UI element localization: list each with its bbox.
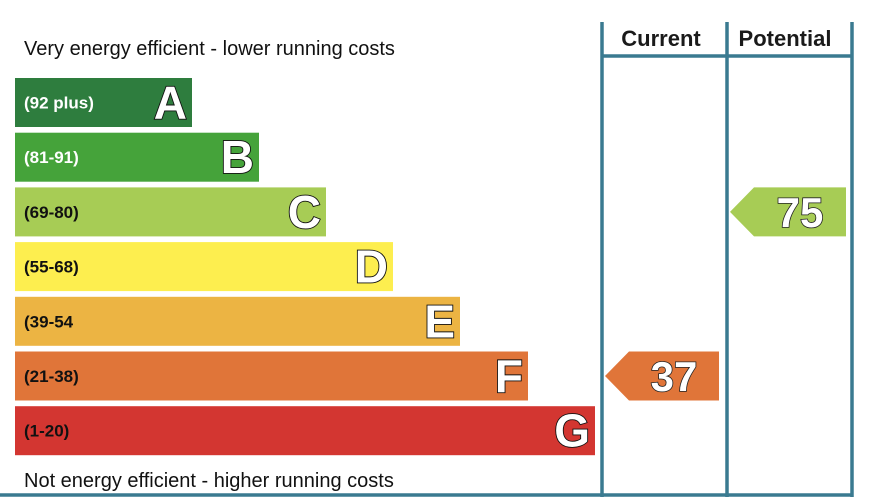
band-bar-g [15,406,595,456]
column-header-potential: Potential [739,26,832,51]
band-bar-b [15,132,259,182]
rating-columns [0,22,854,497]
band-letter: E [424,295,455,347]
band-letter: G [554,405,590,457]
rating-band-b: (81-91) B [15,130,259,184]
column-header-current: Current [621,26,701,51]
potential-score-arrow-value: 75 [777,189,824,236]
potential-score-arrow: 75 [730,187,846,237]
band-letter: A [154,77,187,129]
band-letter: D [355,241,388,293]
rating-band-f: (21-38) F [15,349,528,403]
rating-band-d: (55-68) D [15,240,393,294]
band-range-label: (39-54 [24,312,74,331]
score-arrows: 37 75 [605,187,846,401]
top-caption: Very energy efficient - lower running co… [24,38,395,60]
band-bar-c [15,187,326,237]
current-score-arrow-shape [605,351,719,401]
band-range-label: (81-91) [24,148,79,167]
rating-band-e: (39-54 E [15,294,460,348]
rating-bands: (92 plus) A(81-91) B(69-80) C(55-68) D(39-54… [15,76,595,458]
band-range-label: (21-38) [24,367,79,386]
band-letter: B [221,131,254,183]
rating-band-g: (1-20) G [15,404,595,458]
band-letter: F [495,350,523,402]
current-score-arrow: 37 [605,351,719,401]
band-bar-d [15,242,393,292]
band-bar-e [15,296,460,346]
band-range-label: (92 plus) [24,94,94,113]
band-range-label: (55-68) [24,258,79,277]
bottom-caption: Not energy efficient - higher running co… [24,470,394,492]
band-bar-a [15,78,192,127]
rating-band-a: (92 plus) A [15,76,192,129]
band-letter: C [288,186,321,238]
band-range-label: (69-80) [24,203,79,222]
band-range-label: (1-20) [24,422,69,441]
current-score-arrow-value: 37 [651,353,698,400]
rating-band-c: (69-80) C [15,185,326,239]
potential-score-arrow-shape [730,187,846,237]
band-bar-f [15,351,528,401]
